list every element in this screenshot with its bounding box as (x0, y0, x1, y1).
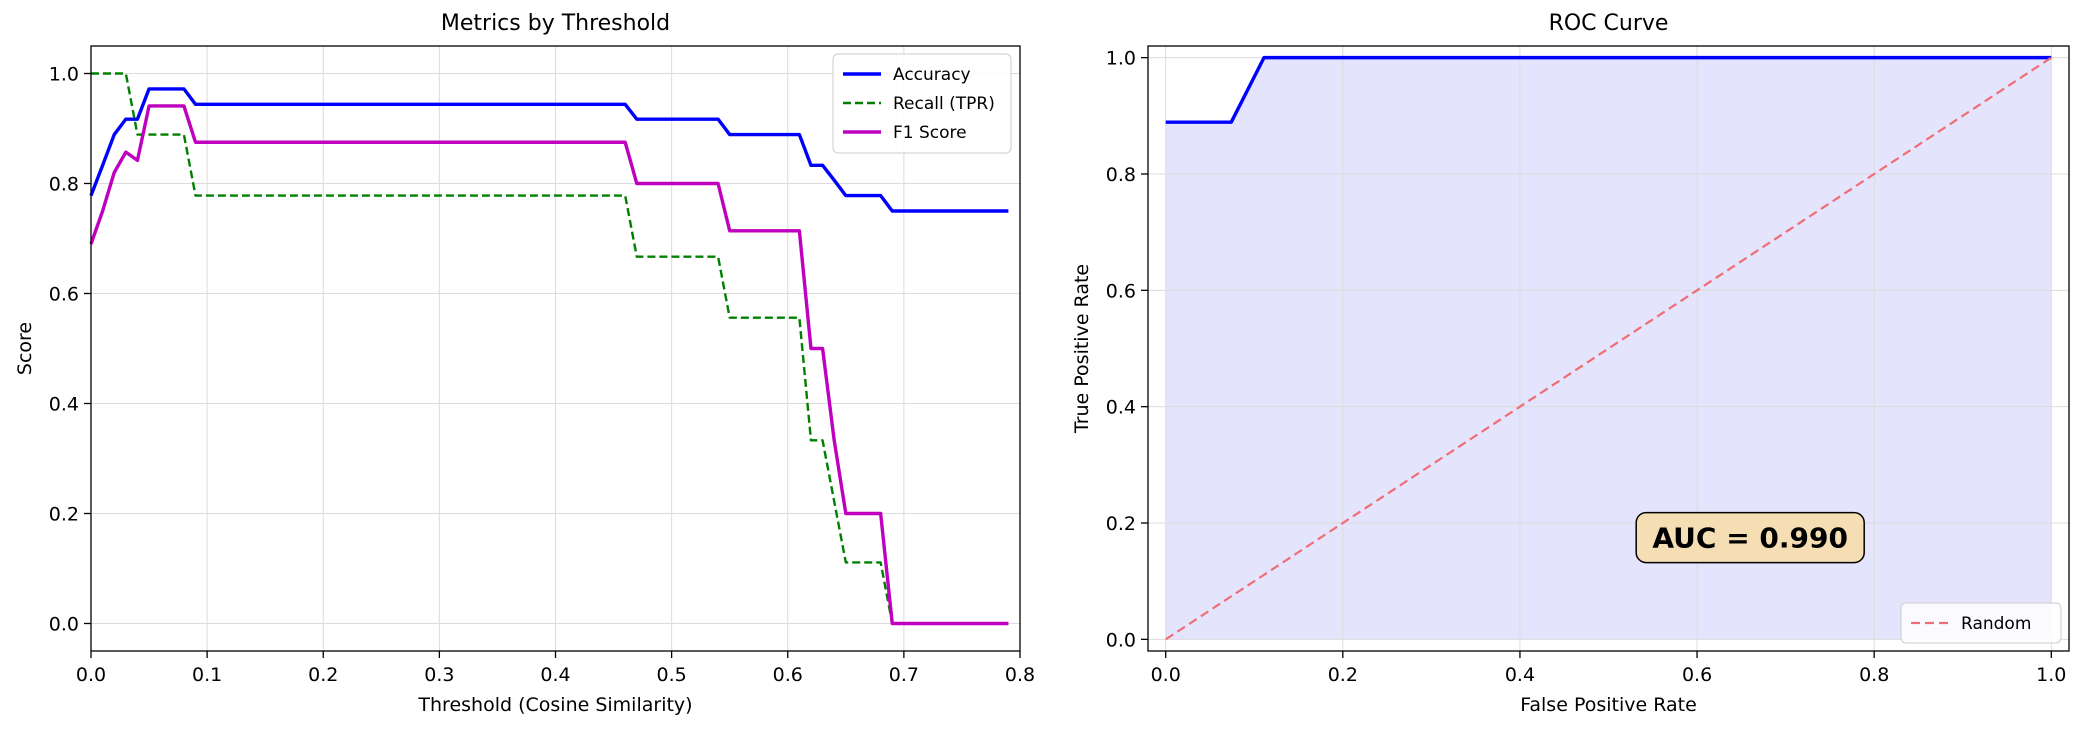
series-line-accuracy (89, 87, 1009, 213)
x-axis-label: False Positive Rate (1520, 694, 1697, 716)
x-tick-label: 0.2 (308, 664, 338, 686)
legend-entry: F1 Score (893, 123, 967, 143)
x-tick-label: 0.7 (889, 664, 919, 686)
ticks: 0.0 0.1 0.2 0.3 0.4 0.5 0.6 0.7 0.8 0.0 0.2 0.4 0.6 0… (49, 64, 1035, 687)
metrics-chart: Metrics by Threshold Threshold (Cosine S… (14, 11, 1035, 716)
y-axis-label: Score (14, 322, 36, 375)
y-tick-label: 0.6 (1106, 280, 1136, 302)
x-tick-label: 0.0 (76, 664, 106, 686)
y-tick-label: 0.8 (1106, 164, 1136, 186)
series-line-roc (1165, 55, 2052, 124)
legend: Accuracy Recall (TPR) F1 Score (832, 53, 1012, 154)
legend-entry: Recall (TPR) (893, 94, 995, 114)
plot-frame (1147, 45, 2070, 652)
chart-title: Metrics by Threshold (441, 11, 670, 36)
y-tick-label: 0.2 (49, 504, 79, 526)
auc-fill-area (1165, 57, 2052, 640)
x-tick-label: 0.4 (1505, 664, 1535, 686)
y-tick-label: 0.0 (1106, 629, 1136, 651)
x-tick-label: 0.4 (540, 664, 570, 686)
legend: Random (1900, 602, 2062, 644)
y-tick-label: 0.8 (49, 174, 79, 196)
x-tick-label: 0.8 (1859, 664, 1889, 686)
x-tick-label: 0.2 (1328, 664, 1358, 686)
y-axis-label: True Positive Rate (1071, 264, 1093, 434)
legend-entry: Accuracy (893, 65, 971, 85)
series-line-random (1165, 56, 2052, 641)
x-tick-label: 1.0 (2036, 664, 2066, 686)
series-line-recall-tpr (91, 72, 1009, 625)
auc-label: AUC = 0.990 (1652, 522, 1848, 555)
legend-box (1900, 602, 2062, 644)
series-lines (89, 72, 1009, 626)
roc-chart: ROC Curve False Positive Rate True Posit… (1071, 11, 2070, 716)
y-tick-label: 1.0 (1106, 48, 1136, 70)
x-tick-label: 0.8 (1005, 664, 1035, 686)
x-axis-label: Threshold (Cosine Similarity) (417, 694, 692, 716)
auc-box (1635, 511, 1865, 564)
x-tick-label: 0.6 (773, 664, 803, 686)
auc-annotation: AUC = 0.990 (1635, 511, 1865, 564)
chart-title: ROC Curve (1549, 11, 1669, 36)
x-tick-label: 0.1 (192, 664, 222, 686)
y-tick-label: 1.0 (49, 64, 79, 86)
y-tick-label: 0.2 (1106, 513, 1136, 535)
x-tick-label: 0.6 (1682, 664, 1712, 686)
auc-fill (1165, 57, 2052, 640)
y-tick-label: 0.6 (49, 284, 79, 306)
series-line-f1-score (89, 104, 1009, 626)
x-tick-label: 0.3 (424, 664, 454, 686)
x-tick-label: 0.0 (1151, 664, 1181, 686)
y-tick-label: 0.4 (1106, 397, 1136, 419)
y-tick-label: 0.4 (49, 394, 79, 416)
legend-box (832, 53, 1012, 154)
legend-entry: Random (1961, 614, 2031, 634)
ticks: 0.0 0.2 0.4 0.6 0.8 1.0 0.0 0.2 0.4 0.6 0.8 1.0 (1106, 48, 2067, 686)
y-tick-label: 0.0 (49, 614, 79, 636)
x-tick-label: 0.5 (657, 664, 687, 686)
series-lines (1165, 55, 2052, 641)
grid (90, 46, 1021, 651)
